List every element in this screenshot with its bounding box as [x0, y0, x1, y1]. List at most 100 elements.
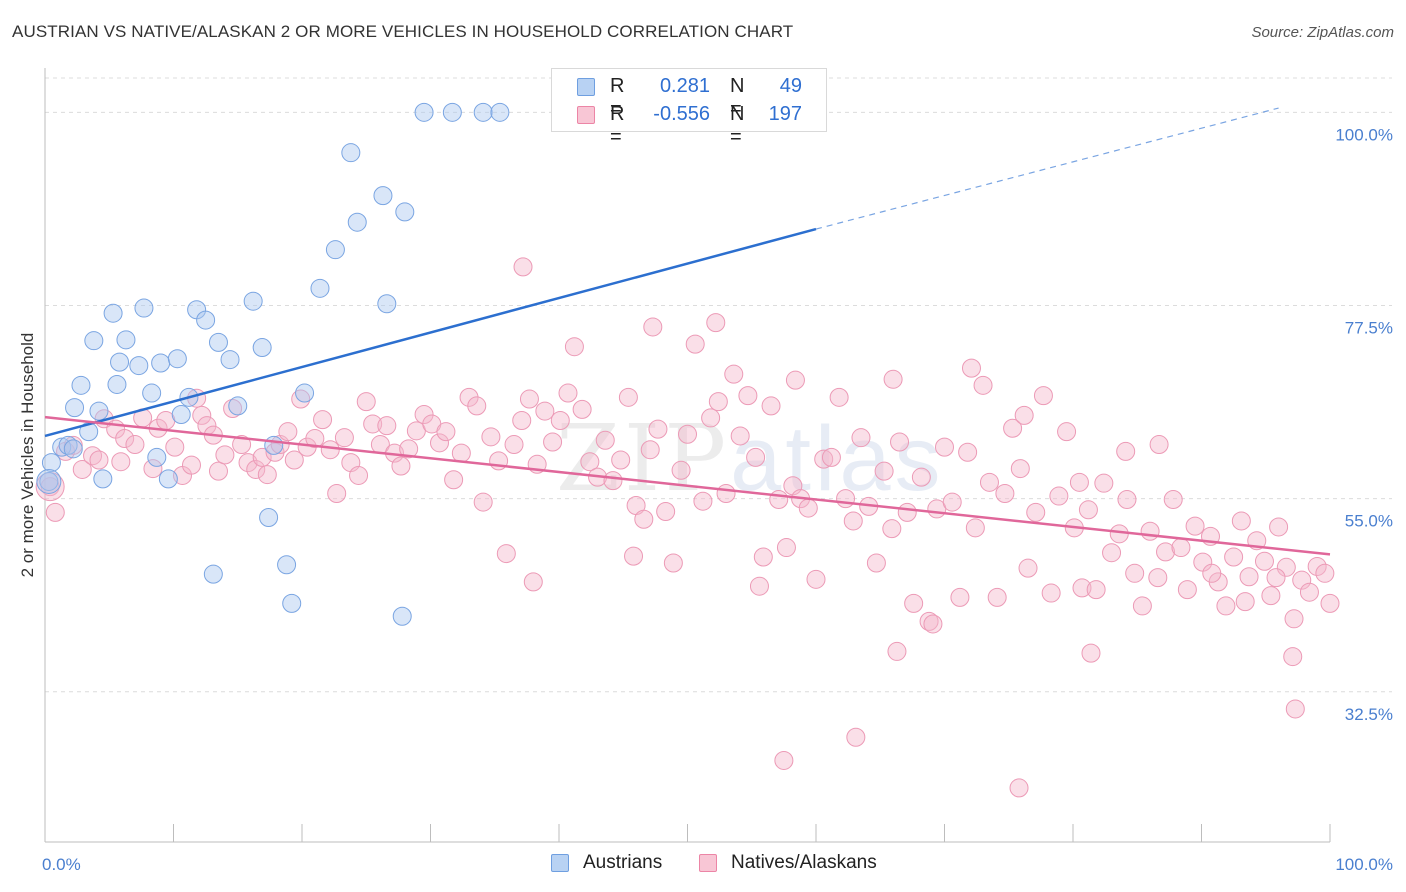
native-point	[284, 450, 304, 470]
austrians-swatch	[577, 78, 595, 96]
correlation-legend: R = 0.281 N = 49 R = -0.556 N = 197	[551, 68, 827, 148]
legend-r-label: R =	[610, 75, 625, 120]
austrian-point	[228, 396, 248, 416]
native-point	[643, 317, 663, 337]
native-point	[950, 587, 970, 607]
austrian-point	[220, 350, 240, 370]
austrian-point	[147, 447, 167, 467]
native-point	[278, 422, 298, 442]
native-point	[851, 428, 871, 448]
native-point	[1009, 778, 1029, 798]
native-point	[444, 470, 464, 490]
native-point	[904, 593, 924, 613]
native-point	[1235, 592, 1255, 612]
native-point	[874, 461, 894, 481]
austrian-point	[277, 555, 297, 575]
native-point	[232, 435, 252, 455]
native-point	[1018, 558, 1038, 578]
native-point	[192, 405, 212, 425]
native-point	[89, 450, 109, 470]
native-point	[1285, 699, 1305, 719]
austrian-point	[377, 294, 397, 314]
native-point	[1010, 459, 1030, 479]
native-point	[753, 547, 773, 567]
native-point	[391, 456, 411, 476]
native-point	[1057, 422, 1077, 442]
austrian-point	[84, 331, 104, 351]
native-point	[1117, 489, 1137, 509]
native-point	[708, 392, 728, 412]
native-point	[1033, 386, 1053, 406]
austrian-point	[116, 330, 136, 350]
source-label: Source: ZipAtlas.com	[1251, 24, 1394, 41]
native-point	[1320, 593, 1340, 613]
native-point	[1094, 473, 1114, 493]
native-point	[558, 383, 578, 403]
native-point	[678, 424, 697, 444]
native-point	[1081, 643, 1101, 663]
native-point	[774, 750, 794, 770]
native-point	[564, 337, 584, 357]
native-point	[1231, 511, 1251, 531]
native-point	[291, 389, 311, 409]
native-point	[995, 483, 1015, 503]
austrians-legend-label: Austrians	[583, 852, 663, 873]
austrian-point	[259, 508, 279, 528]
native-point	[429, 433, 449, 453]
legend-n-value: 197	[768, 103, 802, 125]
austrian-point	[134, 298, 154, 318]
native-point	[942, 492, 962, 512]
native-point	[1254, 551, 1274, 571]
austrian-point	[39, 471, 59, 491]
native-point	[749, 576, 769, 596]
native-point	[513, 257, 533, 277]
x-tick-label: 100.0%	[1335, 855, 1393, 874]
native-point	[1224, 547, 1244, 567]
native-point	[624, 546, 644, 566]
austrian-point	[395, 202, 415, 222]
native-point	[504, 435, 524, 455]
austrian-point	[203, 564, 223, 584]
natives-swatch	[577, 106, 595, 124]
legend-n-value: 49	[779, 75, 802, 97]
native-point	[595, 430, 615, 450]
austrian-point	[208, 332, 228, 352]
austrian-point-large	[36, 468, 62, 494]
native-point	[706, 313, 726, 333]
austrian-point	[341, 143, 361, 163]
native-point	[821, 447, 841, 467]
native-point	[550, 411, 570, 431]
native-point	[618, 387, 638, 407]
austrian-point	[158, 469, 178, 489]
native-point	[640, 440, 660, 460]
native-point	[923, 614, 943, 634]
native-point	[1148, 568, 1168, 588]
austrian-point	[89, 401, 109, 421]
native-point	[223, 398, 243, 418]
native-point	[1014, 405, 1034, 425]
native-point	[1177, 580, 1197, 600]
austrians-points	[36, 102, 510, 626]
natives-legend-swatch	[699, 854, 717, 872]
native-point	[1069, 472, 1089, 492]
austrian-point	[171, 405, 191, 425]
native-point	[1163, 489, 1183, 509]
native-point	[1116, 441, 1136, 461]
austrian-point	[196, 310, 216, 330]
austrian-point	[347, 212, 367, 232]
native-point	[883, 369, 903, 389]
native-point	[377, 416, 397, 436]
austrian-point	[107, 374, 127, 394]
austrian-point	[295, 383, 315, 403]
native-point	[1216, 596, 1236, 616]
native-point	[685, 334, 705, 354]
legend-r-label: R =	[610, 103, 625, 148]
native-point	[125, 435, 145, 455]
native-point	[535, 401, 555, 421]
native-point	[313, 410, 333, 430]
native-point	[257, 465, 277, 485]
native-point	[165, 437, 185, 457]
native-point	[693, 491, 713, 511]
native-point	[1003, 418, 1023, 438]
